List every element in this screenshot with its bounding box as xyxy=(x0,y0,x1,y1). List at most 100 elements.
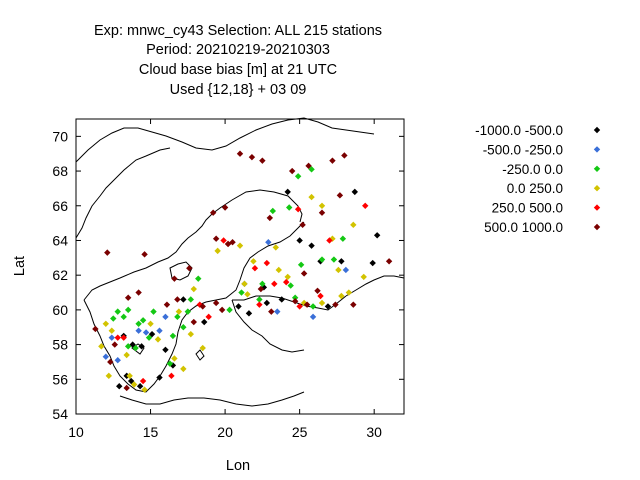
data-point xyxy=(271,280,278,288)
data-point xyxy=(209,209,217,216)
data-point xyxy=(278,296,285,303)
data-point xyxy=(309,313,317,321)
legend-label: 0.0 250.0 xyxy=(507,181,563,196)
data-point xyxy=(169,362,177,369)
data-point xyxy=(300,270,308,277)
data-point xyxy=(318,256,326,263)
data-point xyxy=(350,221,357,229)
data-point xyxy=(257,285,265,293)
data-point xyxy=(294,173,302,180)
data-point xyxy=(296,237,303,244)
data-point xyxy=(186,265,193,272)
data-point xyxy=(114,357,121,364)
legend-marker xyxy=(593,204,601,211)
data-point xyxy=(238,289,245,296)
data-point xyxy=(296,303,303,310)
x-tick-label: 10 xyxy=(68,424,84,440)
title-line: Cloud base bias [m] at 21 UTC xyxy=(139,62,337,78)
data-point xyxy=(199,344,206,352)
data-point xyxy=(236,242,244,249)
data-point xyxy=(294,206,302,213)
data-point xyxy=(250,258,257,265)
data-point xyxy=(329,157,336,164)
data-point xyxy=(162,346,169,353)
data-point xyxy=(275,266,282,274)
data-point xyxy=(287,282,294,289)
legend-marker xyxy=(593,146,601,153)
data-point xyxy=(138,343,145,350)
data-point xyxy=(124,306,132,314)
data-point xyxy=(286,204,293,211)
data-point xyxy=(248,153,256,161)
y-axis-label: Lat xyxy=(12,256,28,276)
x-tick-label: 30 xyxy=(366,424,382,440)
data-point xyxy=(92,325,99,333)
data-point xyxy=(245,310,253,317)
data-point xyxy=(303,301,311,308)
title-line: Used {12,18} + 03 09 xyxy=(170,82,307,98)
data-point xyxy=(338,292,345,300)
data-point xyxy=(111,341,118,348)
data-point xyxy=(190,318,197,326)
legend-marker xyxy=(593,165,601,172)
data-point xyxy=(308,193,315,201)
legend-marker xyxy=(593,185,601,192)
legend: -1000.0 -500.0 -500.0 -250.0 -250.0 0.0 0.0… xyxy=(475,123,601,235)
data-point xyxy=(187,296,194,303)
y-tick-label: 66 xyxy=(52,198,68,214)
data-point xyxy=(284,273,291,281)
data-points xyxy=(92,150,393,393)
data-point xyxy=(123,351,130,359)
data-point xyxy=(309,303,317,310)
data-point xyxy=(168,372,175,380)
data-point xyxy=(336,192,344,199)
data-point xyxy=(171,275,178,282)
data-point xyxy=(338,258,345,265)
data-point xyxy=(212,299,220,307)
legend-label: -500.0 -250.0 xyxy=(483,142,563,157)
data-point xyxy=(107,358,114,366)
data-point xyxy=(116,383,123,390)
data-point xyxy=(166,360,174,367)
coastline-map xyxy=(75,117,405,407)
y-tick-label: 62 xyxy=(52,267,68,283)
data-point xyxy=(105,372,112,380)
data-point xyxy=(135,320,142,327)
data-point xyxy=(142,329,150,336)
data-point xyxy=(141,251,148,258)
data-point xyxy=(150,308,157,315)
data-point xyxy=(120,334,127,341)
data-point xyxy=(251,265,259,272)
data-point xyxy=(156,327,163,334)
y-tick-label: 58 xyxy=(52,337,68,353)
data-point xyxy=(201,318,208,326)
data-point xyxy=(147,320,154,327)
data-point xyxy=(218,306,226,314)
data-point xyxy=(332,301,339,308)
data-point xyxy=(341,152,348,159)
data-point xyxy=(180,296,187,303)
data-point xyxy=(263,299,271,307)
y-tick-label: 68 xyxy=(52,163,68,179)
data-point xyxy=(284,188,291,196)
data-point xyxy=(329,235,336,242)
data-point xyxy=(274,308,281,315)
data-point xyxy=(127,377,135,385)
data-point xyxy=(360,273,367,281)
data-point xyxy=(385,258,393,265)
data-point xyxy=(339,235,347,242)
data-point xyxy=(369,259,376,267)
legend-label: -250.0 0.0 xyxy=(502,162,563,177)
data-point xyxy=(124,343,132,350)
data-point xyxy=(317,292,324,300)
data-point xyxy=(195,275,202,282)
legend-marker xyxy=(593,126,601,134)
data-point xyxy=(308,166,315,173)
data-point xyxy=(318,202,326,209)
data-point xyxy=(236,150,244,157)
data-point xyxy=(268,308,275,315)
chart-title: Exp: mnwc_cy43 Selection: ALL 215 statio… xyxy=(94,23,382,98)
data-point xyxy=(135,327,142,334)
data-point xyxy=(214,247,221,255)
x-tick-label: 15 xyxy=(143,424,159,440)
